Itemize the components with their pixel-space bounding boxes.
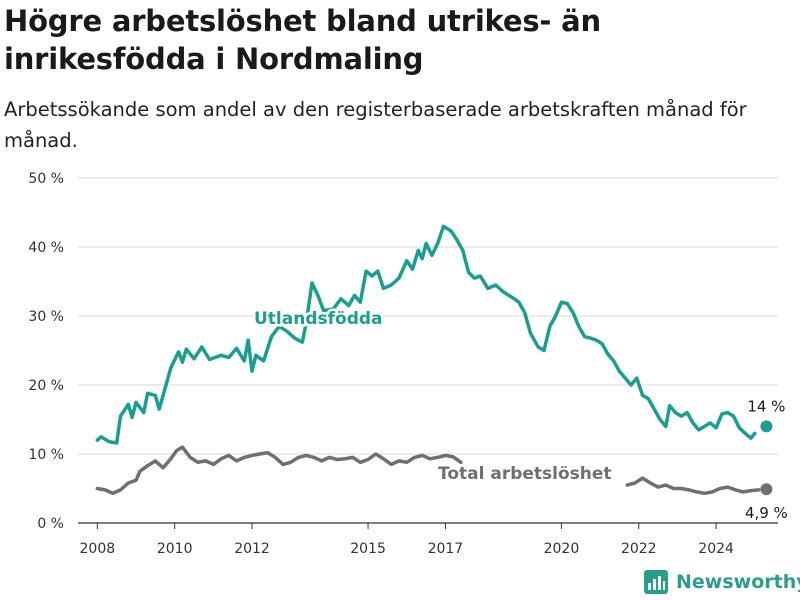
series-line-foreign [95,224,757,445]
end-point-foreign [760,420,773,433]
y-tick-label: 50 % [28,171,64,187]
x-tick-label: 2024 [698,541,734,557]
y-tick-label: 40 % [28,240,64,256]
chart-subtitle: Arbetssökande som andel av den registerb… [4,98,747,152]
end-label-total: 4,9 % [745,504,788,522]
end-label-foreign: 14 % [747,397,785,415]
newsworthy-logo-icon [644,570,668,594]
x-tick-label: 2022 [621,541,657,557]
brand-logo[interactable]: Newsworthy [644,568,800,596]
series-line-total [95,445,463,496]
series-label-foreign: Utlandsfödda [254,309,383,329]
y-tick-label: 0 % [37,516,64,532]
x-tick-label: 2020 [544,541,580,557]
y-tick-label: 30 % [28,309,64,325]
y-tick-label: 10 % [28,447,64,463]
x-tick-label: 2008 [80,541,116,557]
brand-name: Newsworthy [676,571,800,593]
y-tick-label: 20 % [28,378,64,394]
x-tick-label: 2012 [234,541,270,557]
x-tick-label: 2010 [157,541,193,557]
end-point-total [760,483,773,496]
x-tick-label: 2017 [428,541,464,557]
gridlines: 0 % 10 % 20 % 30 % 40 % 50 % [28,171,778,532]
series-label-total: Total arbetslöshet [438,464,612,484]
x-tick-label: 2015 [350,541,386,557]
chart-title: Högre arbetslöshet bland utrikes- än inr… [4,4,601,76]
series-line-total-recent [625,476,761,496]
